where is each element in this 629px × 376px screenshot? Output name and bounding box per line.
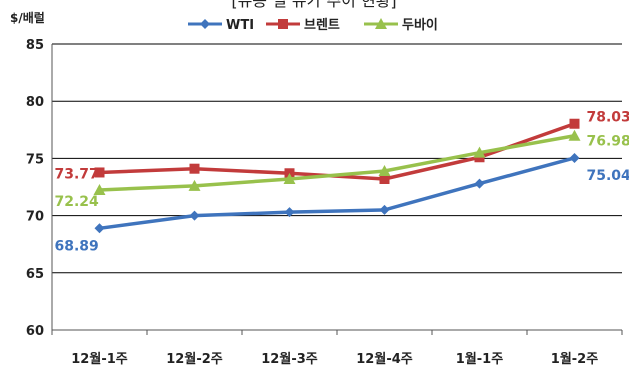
y-tick-label: 60 — [26, 324, 44, 339]
triangle-marker — [473, 146, 486, 158]
data-label: 68.89 — [55, 238, 99, 254]
data-label: 75.04 — [587, 168, 629, 184]
data-label: 72.24 — [55, 194, 100, 210]
series-layer — [93, 118, 581, 234]
triangle-marker — [378, 164, 391, 176]
legend-label: 브렌트 — [304, 17, 340, 33]
x-tick-label: 12월-3주 — [261, 351, 317, 367]
diamond-marker — [284, 207, 295, 218]
triangle-marker — [568, 129, 581, 141]
square-marker — [379, 173, 390, 184]
diamond-marker — [189, 210, 200, 221]
series-line-두바이 — [99, 134, 575, 192]
triangle-marker — [283, 172, 296, 184]
x-tick-label: 12월-2주 — [166, 351, 222, 367]
legend-label: 두바이 — [402, 17, 438, 33]
triangle-marker — [188, 179, 201, 191]
data-label: 78.03 — [587, 110, 629, 126]
diamond-marker — [94, 223, 105, 234]
axes: 60 65 70 75 80 85 12월-1주 12월-2주 12월-3주 12월-4주 1월-1… — [26, 38, 623, 367]
legend: WTI 브렌트 두바이 — [188, 17, 438, 33]
x-tick-label: 12월-1주 — [71, 351, 127, 367]
triangle-marker — [375, 18, 387, 29]
triangle-marker — [93, 183, 106, 195]
diamond-marker — [474, 178, 485, 189]
y-tick-label: 65 — [26, 267, 44, 282]
x-tick-label: 1월-2주 — [551, 351, 598, 367]
data-label: 76.98 — [587, 134, 629, 150]
diamond-marker — [379, 204, 390, 215]
y-tick-label: 70 — [26, 210, 44, 225]
square-marker — [189, 163, 200, 174]
legend-label: WTI — [226, 18, 254, 33]
gridlines — [52, 43, 622, 274]
square-marker — [278, 19, 288, 29]
y-tick-label: 80 — [26, 95, 44, 110]
y-axis-unit-label: $/배럴 — [10, 10, 45, 25]
diamond-marker — [200, 19, 210, 29]
square-marker — [94, 167, 105, 178]
series-line-WTI — [99, 156, 575, 231]
data-labels: 68.89 75.04 73.77 78.03 72.24 76.98 — [55, 110, 629, 255]
x-tick-label: 12월-4주 — [356, 351, 412, 367]
series-line-브렌트 — [99, 122, 576, 181]
square-marker — [569, 118, 580, 129]
data-label: 73.77 — [55, 166, 99, 182]
x-tick-label: 1월-1주 — [456, 351, 503, 367]
y-tick-label: 75 — [26, 152, 44, 167]
chart-title: [유종 별 유가 추이 현황] — [231, 0, 396, 10]
y-tick-label: 85 — [26, 38, 44, 53]
diamond-marker — [569, 152, 580, 163]
